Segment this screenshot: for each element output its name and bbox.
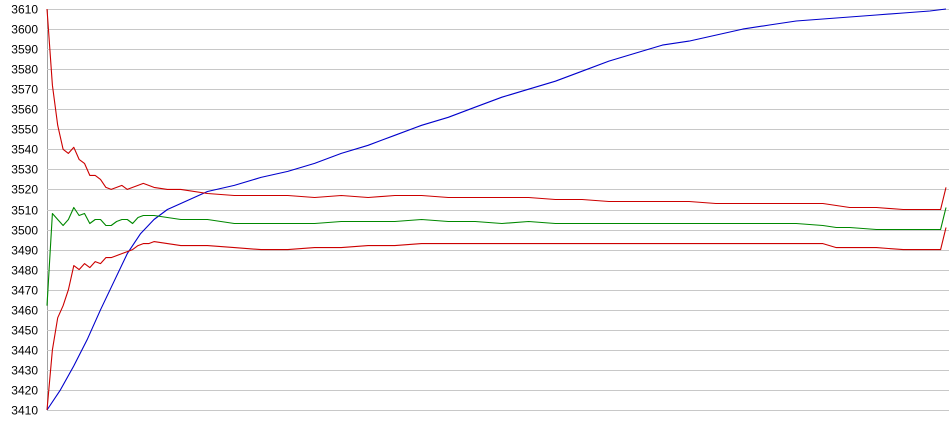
y-tick-label-3510: 3510 (11, 204, 38, 218)
y-tick-label-3540: 3540 (11, 143, 38, 157)
y-tick-label-3530: 3530 (11, 163, 38, 177)
grid-lines (47, 9, 949, 411)
series-lines (46, 8, 947, 411)
y-tick-label-3450: 3450 (11, 324, 38, 338)
y-tick-label-3490: 3490 (11, 244, 38, 258)
y-tick-label-3550: 3550 (11, 123, 38, 137)
y-tick-label-3520: 3520 (11, 183, 38, 197)
y-tick-label-3500: 3500 (11, 224, 38, 238)
y-tick-label-3430: 3430 (11, 364, 38, 378)
y-tick-label-3440: 3440 (11, 344, 38, 358)
y-tick-label-3590: 3590 (11, 43, 38, 57)
y-tick-label-3580: 3580 (11, 63, 38, 77)
y-tick-label-3560: 3560 (11, 103, 38, 117)
y-tick-labels: 3410 3420 3430 3440 3450 3460 3470 3480 3490 3500… (11, 3, 38, 418)
series-line-4 (46, 227, 947, 411)
series-line-3 (46, 206, 947, 306)
y-tick-label-3480: 3480 (11, 264, 38, 278)
series-line-2 (46, 8, 947, 211)
y-tick-label-3410: 3410 (11, 404, 38, 418)
y-tick-label-3470: 3470 (11, 284, 38, 298)
y-tick-label-3420: 3420 (11, 384, 38, 398)
y-tick-label-3460: 3460 (11, 304, 38, 318)
y-tick-label-3570: 3570 (11, 83, 38, 97)
y-tick-label-3600: 3600 (11, 23, 38, 37)
y-tick-label-3610: 3610 (11, 3, 38, 17)
series-line-1 (46, 8, 947, 411)
